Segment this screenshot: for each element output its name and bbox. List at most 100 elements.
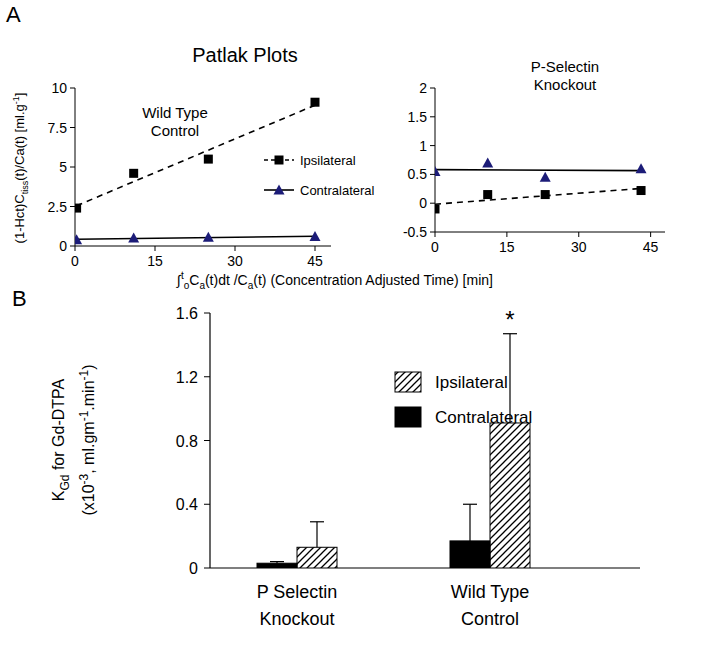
label-part: , ml.gm: [80, 421, 97, 473]
error-cap: [503, 333, 517, 334]
x-tick-label: 45: [307, 253, 323, 269]
y-tick: [430, 203, 435, 204]
label-part: for Gd-DTPA: [50, 378, 67, 474]
data-point: [482, 157, 493, 167]
plot-subtitle: Wild TypeControl: [142, 104, 208, 139]
y-tick-label: -0.5: [403, 224, 427, 240]
label-part: (t)/Ca(t) [ml.g: [12, 104, 27, 181]
legend-label: Ipsilateral: [435, 373, 508, 392]
y-tick-label: 0.4: [176, 496, 198, 513]
y-tick-label: 0: [419, 195, 427, 211]
x-tick: [235, 246, 236, 251]
data-point: [204, 155, 213, 164]
bar-chart: 00.40.81.21.6KGd for Gd-DTPA(x10-3, ml.g…: [50, 305, 640, 629]
legend-swatch: [395, 407, 421, 427]
data-point: [435, 204, 440, 213]
y-tick: [70, 167, 75, 168]
x-tick: [315, 246, 316, 251]
label-line: Knockout: [259, 609, 334, 629]
plot-subtitle: P-SelectinKnockout: [531, 58, 599, 93]
bar: [297, 547, 337, 568]
y-tick-label: 2.5: [48, 199, 68, 215]
figure-title: Patlak Plots: [192, 44, 298, 66]
trend-line: [435, 170, 641, 171]
y-tick: [204, 376, 210, 377]
figure: A B Patlak Plots (1-Hct)Ctiss(t)/Ca(t) [ml.…: [0, 0, 712, 655]
y-tick: [204, 313, 210, 314]
error-bar: [270, 562, 284, 564]
label-line: Control: [461, 609, 519, 629]
data-point: [75, 234, 82, 244]
error-stem: [316, 522, 317, 548]
x-axis: [435, 232, 665, 233]
data-point: [541, 190, 550, 199]
y-tick: [204, 504, 210, 505]
y-tick: [70, 206, 75, 207]
label-part: tiss: [20, 180, 30, 194]
error-cap: [463, 504, 477, 505]
label-part: -1: [77, 369, 91, 380]
label-part: ]: [12, 93, 27, 97]
legend-marker: [274, 185, 285, 195]
label-part: .min: [80, 380, 97, 410]
y-tick: [430, 232, 435, 233]
data-point: [129, 169, 138, 178]
bar: [257, 563, 297, 568]
y-tick-label: 5: [59, 159, 67, 175]
scatter-plot: -0.500.511.520153045P-SelectinKnockout: [403, 58, 665, 255]
plot-area: [435, 157, 647, 213]
data-point: [637, 186, 646, 195]
legend-label: Contralateral: [300, 183, 375, 198]
y-tick-label: 1.5: [408, 109, 428, 125]
x-tick-label: 30: [571, 239, 587, 255]
x-tick: [75, 246, 76, 251]
bar: [490, 423, 530, 568]
y-tick: [430, 88, 435, 89]
x-tick-label: Wild TypeControl: [451, 582, 530, 629]
label-line: Knockout: [534, 76, 597, 93]
y-tick: [204, 568, 210, 569]
y-axis-label: KGd for Gd-DTPA: [50, 378, 72, 501]
y-tick: [430, 116, 435, 117]
x-tick-label: 30: [227, 253, 243, 269]
legend-marker: [275, 156, 284, 165]
label-part: (x10: [80, 484, 97, 515]
x-tick: [650, 232, 651, 237]
x-axis-label: ∫toCa(t)dt /Ca(t) (Concentration Adjuste…: [176, 270, 493, 291]
data-point: [636, 163, 647, 173]
label-part: Gd: [58, 475, 72, 491]
data-point: [128, 233, 139, 243]
label-part: (t) (Concentration Adjusted Time) [min]: [253, 272, 493, 288]
x-tick-label: 15: [499, 239, 515, 255]
y-tick: [430, 174, 435, 175]
error-bars: [270, 334, 517, 564]
error-bar: [463, 504, 477, 541]
legend-label: Ipsilateral: [300, 153, 356, 168]
label-line: Wild Type: [142, 104, 208, 121]
y-tick-label: 0.5: [408, 166, 428, 182]
label-part: (t)dt /C: [205, 272, 248, 288]
panel-label: A: [6, 2, 21, 27]
data-point: [483, 190, 492, 199]
y-axis-label: (1-Hct)Ctiss(t)/Ca(t) [ml.g-1]: [11, 93, 30, 244]
x-tick: [506, 232, 507, 237]
y-tick-label: 0.8: [176, 433, 198, 450]
data-point: [310, 231, 321, 241]
legend-swatch: [395, 372, 421, 392]
y-tick: [430, 145, 435, 146]
x-tick-label: 45: [643, 239, 659, 255]
y-tick-label: 1: [419, 138, 427, 154]
panel-label: B: [12, 286, 27, 311]
y-tick: [70, 127, 75, 128]
data-point: [311, 98, 320, 107]
trend-line: [435, 188, 641, 204]
label-part: C: [189, 272, 199, 288]
label-line: P-Selectin: [531, 58, 599, 75]
error-cap: [270, 561, 284, 562]
label-part: -3: [77, 473, 91, 484]
y-tick-label: 1.6: [176, 305, 198, 322]
trend-line: [77, 236, 315, 239]
label-part: -1: [77, 410, 91, 421]
y-tick-label: 7.5: [48, 120, 68, 136]
legend: IpsilateralContralateral: [395, 372, 532, 427]
